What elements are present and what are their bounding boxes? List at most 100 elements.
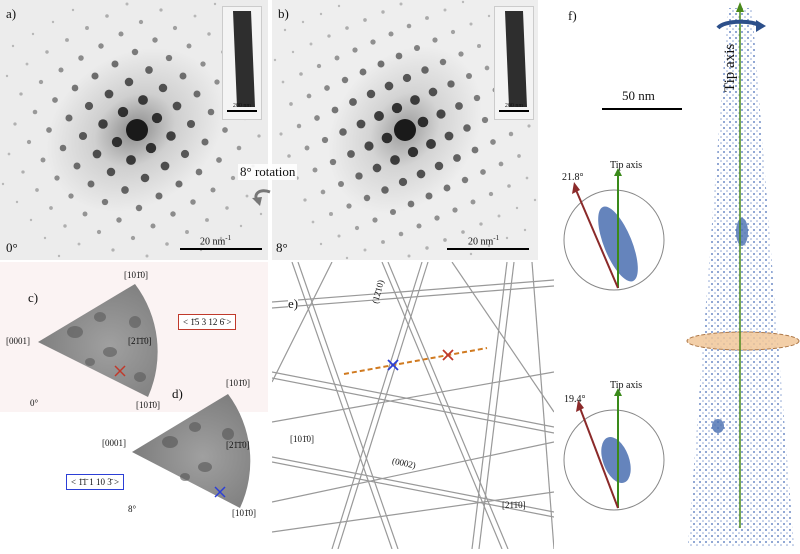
diffraction-spot bbox=[410, 95, 420, 105]
diffraction-spot bbox=[406, 23, 412, 29]
diffraction-spot bbox=[166, 131, 176, 141]
diffraction-spot bbox=[214, 79, 220, 85]
diffraction-spot bbox=[216, 157, 222, 163]
panel-c-angle: 0° bbox=[30, 398, 39, 408]
apt-reconstruction bbox=[686, 2, 800, 546]
diffraction-spot bbox=[473, 94, 481, 102]
tip-axis-label-top: Tip axis bbox=[610, 160, 643, 171]
diffraction-spot bbox=[210, 187, 216, 193]
diffraction-spot bbox=[488, 191, 494, 197]
scale-text-b: 20 nm-1 bbox=[468, 234, 499, 247]
diffraction-spot bbox=[150, 223, 156, 229]
diffraction-spot bbox=[355, 172, 363, 180]
orientation-circle-top bbox=[563, 168, 665, 291]
diffraction-spot bbox=[138, 19, 144, 25]
diffraction-spot bbox=[324, 85, 330, 91]
diffraction-spot bbox=[515, 206, 519, 210]
diffraction-spot bbox=[279, 132, 283, 136]
diffraction-spot bbox=[31, 32, 35, 36]
diffraction-spot bbox=[71, 84, 79, 92]
diffraction-spot bbox=[345, 26, 349, 30]
diffraction-spot bbox=[65, 114, 73, 122]
panel-b-angle: 8° bbox=[276, 240, 288, 255]
diffraction-spot bbox=[443, 184, 451, 192]
diffraction-spot bbox=[428, 87, 438, 97]
panel-c: c) [101̄0] [0001] [21̄1̄0] [101̄0] 0° < … bbox=[0, 262, 268, 412]
diffraction-spot bbox=[105, 14, 109, 18]
diffraction-spot bbox=[533, 198, 537, 202]
inset-scale-a: 200 nm bbox=[232, 103, 252, 109]
diffraction-spot bbox=[439, 58, 447, 66]
panel-d-label: d) bbox=[172, 386, 183, 401]
pole-mid-c: [21̄1̄0] bbox=[128, 336, 152, 346]
diffraction-spot bbox=[73, 162, 81, 170]
pole-bottom-c: [101̄0] bbox=[136, 400, 160, 410]
diffraction-spot bbox=[96, 229, 102, 235]
diffraction-spot bbox=[452, 207, 458, 213]
diffraction-spot bbox=[52, 97, 58, 103]
diffraction-spot bbox=[43, 236, 47, 240]
diffraction-spot bbox=[314, 115, 320, 121]
diffraction-spot bbox=[347, 150, 355, 158]
diffraction-spot bbox=[38, 79, 44, 85]
diffraction-spot bbox=[118, 31, 124, 37]
diffraction-spot bbox=[40, 157, 46, 163]
diffraction-spot bbox=[131, 48, 139, 56]
diffraction-spot bbox=[186, 119, 196, 129]
diffraction-spot bbox=[523, 228, 527, 232]
diffraction-spot bbox=[201, 138, 209, 146]
diffraction-spot bbox=[77, 242, 81, 246]
diffraction-spot bbox=[49, 206, 53, 210]
diffraction-spot bbox=[87, 180, 95, 188]
diffraction-spot bbox=[91, 72, 99, 80]
diffraction-spot bbox=[19, 92, 23, 96]
panel-a-label: a) bbox=[6, 6, 17, 21]
diffraction-spot bbox=[165, 242, 169, 246]
diffraction-spot bbox=[461, 0, 465, 4]
diffraction-spot bbox=[426, 139, 436, 149]
direction-box-d: < 1̄1̄ 1 10 3̄ > bbox=[66, 474, 125, 490]
diffraction-spot bbox=[230, 175, 236, 181]
diffraction-spot bbox=[339, 128, 347, 136]
diffraction-spot bbox=[337, 180, 345, 188]
diffraction-spot bbox=[13, 122, 17, 126]
diffraction-spot bbox=[319, 242, 323, 246]
diffraction-spot bbox=[366, 89, 376, 99]
diffraction-spot bbox=[193, 90, 201, 98]
tip-inset-b: 200 nm bbox=[494, 6, 534, 120]
diffraction-spot bbox=[46, 127, 52, 133]
diffraction-spot bbox=[320, 189, 326, 195]
diffraction-spot bbox=[327, 34, 331, 38]
diffraction-spot bbox=[417, 116, 429, 128]
diffraction-spot bbox=[434, 161, 444, 171]
scale-sup-b: -1 bbox=[493, 234, 500, 242]
scale-value-b: 20 nm bbox=[468, 236, 494, 248]
diffraction-spot bbox=[225, 206, 229, 210]
diffraction-spot bbox=[5, 74, 9, 78]
diffraction-spot bbox=[453, 154, 461, 162]
panel-e: e) (12̄10) [101̄0] (0002) [21̄1̄0] bbox=[271, 261, 555, 550]
diffraction-spot bbox=[54, 175, 60, 181]
diffraction-spot bbox=[193, 14, 197, 18]
diffraction-spot bbox=[363, 18, 367, 22]
diffraction-spot bbox=[121, 186, 129, 194]
rotation-label: 8° rotation bbox=[238, 164, 298, 180]
diffraction-svg-b bbox=[272, 0, 538, 260]
scale-bar-f bbox=[602, 108, 682, 110]
diffraction-spot bbox=[257, 134, 261, 138]
pole-left-d: [0001] bbox=[102, 438, 126, 448]
diffraction-spot bbox=[416, 169, 426, 179]
diffraction-spot bbox=[299, 72, 303, 76]
diffraction-spot bbox=[455, 102, 463, 110]
diffraction-spot bbox=[388, 31, 394, 37]
diffraction-spot bbox=[372, 163, 382, 173]
diffraction-spot bbox=[126, 155, 136, 165]
diffraction-spot bbox=[391, 102, 403, 114]
diffraction-spot bbox=[407, 200, 415, 208]
diffraction-spot bbox=[321, 136, 329, 144]
diffraction-spot bbox=[507, 184, 511, 188]
diffraction-spot bbox=[165, 54, 173, 62]
diffraction-spot bbox=[71, 8, 75, 12]
diffraction-spot bbox=[35, 188, 39, 192]
diffraction-spot bbox=[245, 194, 249, 198]
